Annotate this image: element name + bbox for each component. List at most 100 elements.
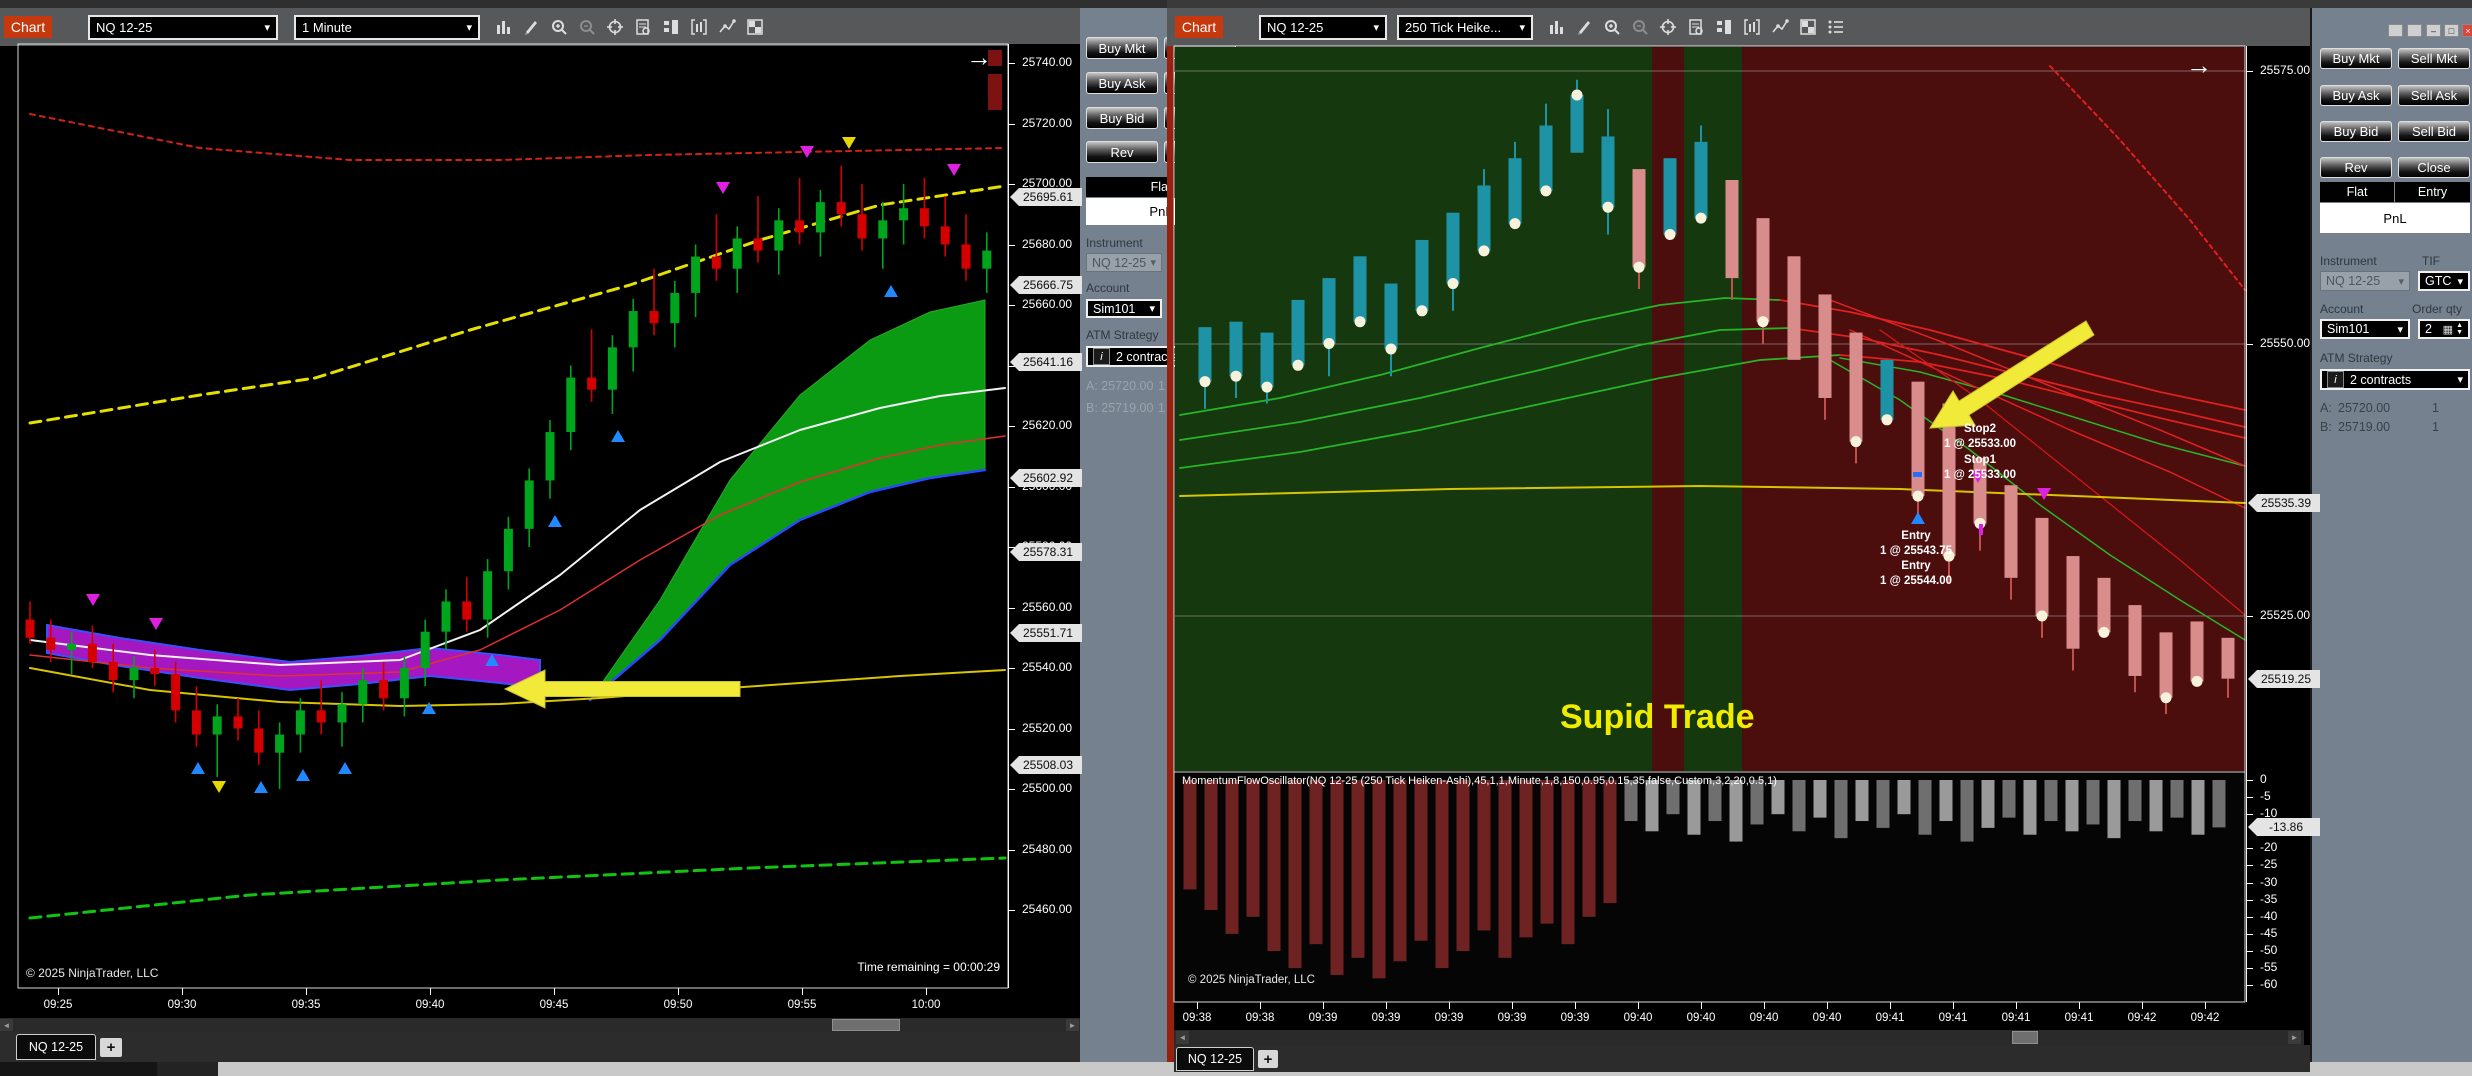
spinner-icon[interactable]: ▲ ▼ [2456, 322, 2463, 336]
close-button-sliver[interactable] [1164, 141, 1236, 163]
right-interval-dropdown[interactable]: 250 Tick Heike... ▾ [1397, 14, 1533, 40]
zoom-in-icon[interactable] [550, 18, 568, 36]
pan-right-icon[interactable]: → [2186, 50, 2212, 80]
buy-mkt-button[interactable]: Buy Mkt [2320, 48, 2392, 69]
bid-row: B: 25719.00 [1086, 401, 1154, 415]
scroll-left-icon[interactable]: ◄ [0, 1019, 13, 1031]
sell-ask-button-sliver[interactable] [1164, 72, 1236, 94]
right-time-axis[interactable] [1174, 1002, 2296, 1030]
strategy-overlay-icon[interactable] [1771, 18, 1789, 36]
crosshair-icon[interactable] [606, 18, 624, 36]
strategies-icon[interactable] [746, 18, 764, 36]
right-window-left-edge [1167, 20, 1174, 1062]
scroll-left-icon[interactable]: ◄ [1176, 1031, 1189, 1044]
zoom-out-icon[interactable] [578, 18, 596, 36]
flat-indicator: Flat [2320, 182, 2395, 202]
time-remaining: Time remaining = 00:00:29 [857, 960, 1000, 974]
account-dropdown[interactable]: Sim101 ▾ [2320, 319, 2410, 339]
right-price-axis[interactable] [2246, 46, 2311, 1030]
scroll-right-icon[interactable]: ► [2288, 1031, 2301, 1044]
buy-bid-button[interactable]: Buy Bid [1086, 107, 1158, 129]
right-scrollbar[interactable]: ◄ ► [1174, 1030, 2304, 1045]
atm-strategy-dropdown[interactable]: i 2 contracts [1086, 346, 1236, 367]
left-time-axis[interactable] [0, 988, 1080, 1018]
left-price-tick-label-tick [1008, 729, 1015, 730]
rev-button[interactable]: Rev [1086, 141, 1158, 163]
add-tab-button[interactable]: + [1258, 1050, 1278, 1068]
buy-ask-button[interactable]: Buy Ask [2320, 85, 2392, 106]
close-button[interactable]: Close [2398, 157, 2470, 178]
oscillator-tick-label: -50 [2260, 943, 2278, 957]
left-instrument-dropdown[interactable]: NQ 12-25 ▾ [88, 14, 278, 40]
right-time-tick [1512, 1002, 1513, 1009]
oscillator-tick-label: -20 [2260, 840, 2278, 854]
right-scrollbar-thumb[interactable] [2012, 1031, 2038, 1044]
entry2-annotation: Entry 1 @ 25544.00 [1880, 560, 1952, 587]
calculator-icon[interactable]: ▦ [2442, 323, 2454, 336]
zoom-out-icon[interactable] [1631, 18, 1649, 36]
pnl-cell: PnL [2320, 203, 2470, 233]
zoom-in-icon[interactable] [1603, 18, 1621, 36]
chevron-down-icon: ▾ [1149, 303, 1155, 315]
sell-ask-button[interactable]: Sell Ask [2398, 85, 2470, 106]
right-time-tick [2016, 1002, 2017, 1009]
left-price-tick-label: 25680.00 [1022, 237, 1073, 251]
buy-ask-button[interactable]: Buy Ask [1086, 72, 1158, 94]
crosshair-icon[interactable] [1659, 18, 1677, 36]
stop2-annotation: Stop2 1 @ 25533.00 [1944, 423, 2016, 450]
left-interval-dropdown[interactable]: 1 Minute ▾ [294, 14, 480, 40]
right-bottom-tab[interactable]: NQ 12-25 [1176, 1047, 1254, 1071]
data-box-icon[interactable] [634, 18, 652, 36]
chart-style-icon[interactable] [494, 18, 512, 36]
strategy-overlay-icon[interactable] [718, 18, 736, 36]
properties-icon[interactable] [1827, 18, 1845, 36]
left-price-tick-label-tick [1008, 789, 1015, 790]
left-scrollbar[interactable]: ◄ ► [0, 1018, 1080, 1032]
indicators-icon[interactable] [690, 18, 708, 36]
right-toolbar-icons [1547, 18, 1845, 36]
right-time-label: 09:41 [1875, 1012, 1905, 1024]
drawing-tools-icon[interactable] [1575, 18, 1593, 36]
window-minimize-icon[interactable]: – [2426, 24, 2441, 37]
tif-dropdown[interactable]: GTC ▾ [2418, 271, 2470, 291]
order-qty-stepper[interactable]: 2 ▦ ▲ ▼ [2418, 319, 2470, 339]
left-time-label: 09:50 [663, 999, 693, 1011]
account-dropdown[interactable]: Sim101 ▾ [1086, 299, 1162, 318]
right-time-tick [1890, 1002, 1891, 1009]
chart-style-icon[interactable] [1547, 18, 1565, 36]
chart-trader-icon[interactable] [662, 18, 680, 36]
oscillator-tick-label-tick [2246, 814, 2253, 815]
left-bottom-tab[interactable]: NQ 12-25 [16, 1034, 96, 1060]
sell-mkt-button[interactable]: Sell Mkt [2398, 48, 2470, 69]
rev-button[interactable]: Rev [2320, 157, 2392, 178]
left-price-tick-label: 25740.00 [1022, 55, 1073, 69]
indicators-icon[interactable] [1743, 18, 1761, 36]
window-maximize-icon[interactable]: □ [2444, 24, 2459, 37]
right-chart-tab[interactable]: Chart [1175, 16, 1223, 38]
instrument-dropdown-disabled: NQ 12-25 ▾ [1086, 253, 1162, 272]
strategies-icon[interactable] [1799, 18, 1817, 36]
right-time-tick [1575, 1002, 1576, 1009]
left-scrollbar-thumb[interactable] [832, 1019, 900, 1031]
add-tab-button[interactable]: + [100, 1038, 122, 1057]
chart-trader-icon[interactable] [1715, 18, 1733, 36]
atm-strategy-dropdown[interactable]: i 2 contracts ▾ [2320, 369, 2470, 390]
buy-mkt-button[interactable]: Buy Mkt [1086, 37, 1158, 59]
data-box-icon[interactable] [1687, 18, 1705, 36]
sell-bid-button[interactable]: Sell Bid [2398, 121, 2470, 142]
sell-bid-button-sliver[interactable] [1164, 107, 1236, 129]
buy-bid-button[interactable]: Buy Bid [2320, 121, 2392, 142]
left-price-axis[interactable] [1008, 44, 1081, 1018]
right-instrument-dropdown[interactable]: NQ 12-25 ▾ [1259, 14, 1387, 40]
right-time-label: 09:42 [2190, 1012, 2220, 1024]
right-time-label: 09:41 [2064, 1012, 2094, 1024]
entry1-annotation: Entry 1 @ 25543.75 [1880, 530, 1952, 557]
right-price-tick-label: 25550.00 [2260, 336, 2311, 350]
oscillator-tick-label-tick [2246, 968, 2253, 969]
window-close-icon[interactable]: × [2462, 24, 2472, 37]
scroll-right-icon[interactable]: ► [1066, 1019, 1079, 1031]
drawing-tools-icon[interactable] [522, 18, 540, 36]
bid-row-qty: 1 [2432, 420, 2439, 434]
left-chart-tab[interactable]: Chart [4, 16, 52, 38]
pan-right-icon[interactable]: → [966, 42, 992, 72]
